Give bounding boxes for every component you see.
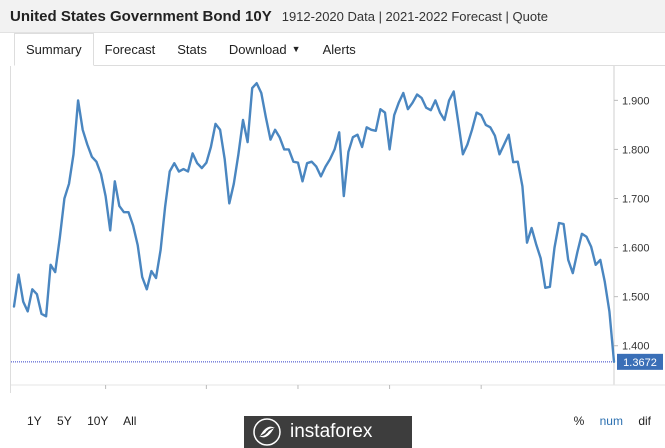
tab-stats-label: Stats <box>177 41 207 57</box>
tab-forecast-label: Forecast <box>104 41 156 57</box>
range-10y[interactable]: 10Y <box>87 414 109 428</box>
tab-alerts[interactable]: Alerts <box>311 33 367 66</box>
y-tick-label: 1.800 <box>622 144 650 156</box>
page-title: United States Government Bond 10Y <box>10 7 272 25</box>
tab-bar: Summary Forecast Stats Download ▼ Alerts <box>14 33 665 66</box>
current-value-badge <box>617 353 663 370</box>
unit-selector: % num dif <box>562 414 651 428</box>
bond-yield-chart[interactable]: 1.4001.5001.6001.7001.8001.900OctNovDec2… <box>11 66 665 393</box>
unit-dif[interactable]: dif <box>638 414 651 428</box>
chart-area[interactable]: 1.4001.5001.6001.7001.8001.900OctNovDec2… <box>10 66 665 393</box>
tab-bar-fill <box>366 33 665 66</box>
unit-num[interactable]: num <box>599 414 623 428</box>
current-value-label: 1.3672 <box>623 357 657 369</box>
y-tick-label: 1.700 <box>622 194 650 206</box>
y-tick-label: 1.600 <box>622 243 650 255</box>
y-tick-label: 1.400 <box>622 341 650 353</box>
series-line <box>12 82 616 363</box>
unit-percent[interactable]: % <box>573 414 585 428</box>
range-1y[interactable]: 1Y <box>27 414 42 428</box>
range-all[interactable]: All <box>123 414 137 428</box>
tab-forecast[interactable]: Forecast <box>93 33 167 66</box>
range-selector: 1Y 5Y 10Y All <box>27 414 148 428</box>
tab-summary[interactable]: Summary <box>14 33 94 66</box>
tab-download[interactable]: Download ▼ <box>217 33 312 66</box>
instaforex-logo-icon <box>253 418 281 446</box>
tab-stats[interactable]: Stats <box>166 33 218 66</box>
tab-alerts-label: Alerts <box>322 41 356 57</box>
chart-controls: 1Y 5Y 10Y All % num dif <box>0 412 665 432</box>
y-tick-label: 1.500 <box>622 292 650 304</box>
range-5y[interactable]: 5Y <box>57 414 72 428</box>
chevron-down-icon: ▼ <box>291 44 301 54</box>
page-header: United States Government Bond 10Y 1912-2… <box>0 0 665 33</box>
page-subtitle[interactable]: 1912-2020 Data | 2021-2022 Forecast | Qu… <box>281 8 548 24</box>
y-tick-label: 1.900 <box>622 95 650 107</box>
tab-download-label: Download <box>228 41 287 57</box>
tab-summary-label: Summary <box>26 42 82 57</box>
instaforex-watermark: instaforex <box>244 416 412 448</box>
watermark-text: instaforex <box>290 421 373 442</box>
